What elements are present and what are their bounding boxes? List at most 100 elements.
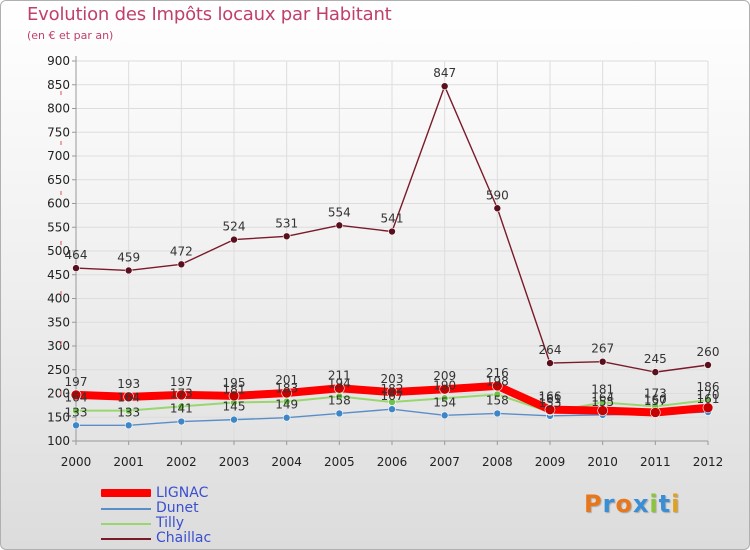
xtick-label-2009: 2009 (535, 455, 566, 469)
data-label-dunet-2010: 155 (591, 395, 614, 409)
xtick-label-2010: 2010 (587, 455, 618, 469)
data-label-chaillac-2005: 554 (328, 205, 351, 219)
point-chaillac-2011 (651, 368, 660, 376)
xtick-label-2002: 2002 (166, 455, 197, 469)
point-chaillac-2004 (282, 232, 291, 241)
legend-swatch-chaillac (101, 538, 151, 540)
point-lignac-2009 (544, 404, 556, 415)
point-chaillac-2001 (124, 266, 133, 275)
data-label-lignac-2006: 203 (381, 372, 404, 386)
data-label-tilly-2011: 173 (644, 386, 667, 400)
legend-item-dunet: Dunet (101, 500, 301, 516)
ytick-label-600: 600 (47, 197, 70, 211)
ytick-label-150: 150 (47, 410, 70, 424)
point-chaillac-2008 (493, 204, 502, 213)
xtick-label-2006: 2006 (377, 455, 408, 469)
point-lignac-2003 (228, 390, 240, 402)
xtick-label-2001: 2001 (113, 455, 144, 469)
data-label-lignac-2012: 170 (697, 388, 720, 402)
legend-swatch-tilly (101, 523, 151, 525)
xtick-label-2000: 2000 (61, 455, 92, 469)
ytick-label-500: 500 (47, 244, 70, 258)
point-dunet-2004 (282, 413, 291, 422)
point-tilly-2006 (388, 398, 396, 406)
data-label-dunet-2008: 158 (486, 393, 509, 407)
point-dunet-2002 (177, 417, 186, 426)
point-lignac-2007 (439, 383, 450, 395)
xtick-label-2003: 2003 (219, 455, 250, 469)
point-dunet-2008 (493, 409, 502, 418)
data-label-chaillac-2004: 531 (275, 216, 298, 230)
point-chaillac-2009 (546, 359, 554, 367)
logo-letter: P (584, 490, 603, 518)
ytick-label-800: 800 (47, 102, 70, 116)
point-tilly-2000 (72, 406, 80, 415)
ytick-label-250: 250 (47, 363, 70, 377)
legend-label-dunet: Dunet (156, 500, 199, 516)
data-label-dunet-2009: 153 (539, 396, 562, 410)
point-lignac-2010 (597, 405, 608, 416)
data-label-chaillac-2003: 524 (223, 220, 246, 234)
data-label-dunet-2004: 149 (275, 398, 298, 412)
logo-letter: t (658, 490, 672, 518)
data-label-chaillac-2002: 472 (170, 244, 193, 258)
point-dunet-2005 (335, 409, 344, 418)
data-label-lignac-2000: 197 (65, 375, 88, 389)
logo-letter: i (671, 490, 681, 518)
legend-swatch-lignac (101, 489, 151, 497)
point-lignac-2008 (492, 380, 503, 392)
point-lignac-2012 (702, 402, 714, 414)
ytick-label-100: 100 (47, 434, 70, 448)
logo-letter: r (602, 490, 616, 518)
legend-label-lignac: LIGNAC (156, 485, 209, 501)
data-label-chaillac-2009: 264 (539, 343, 562, 357)
data-label-tilly-2009: 161 (539, 392, 562, 406)
ytick-label-300: 300 (47, 339, 70, 353)
legend-label-chaillac: Chaillac (156, 530, 212, 546)
xtick-label-2011: 2011 (640, 455, 671, 469)
data-label-lignac-2001: 193 (117, 377, 140, 391)
point-chaillac-2006 (388, 227, 396, 236)
point-chaillac-2000 (72, 264, 80, 272)
ytick-label-200: 200 (47, 387, 70, 401)
data-label-chaillac-2001: 459 (117, 250, 140, 264)
legend-swatch-dunet (101, 508, 151, 510)
ytick-label-400: 400 (47, 292, 70, 306)
data-label-dunet-2003: 145 (223, 400, 246, 414)
ytick-label-700: 700 (47, 149, 70, 163)
data-label-lignac-2005: 211 (328, 368, 351, 382)
data-label-tilly-2004: 183 (275, 382, 298, 396)
ytick-label-750: 750 (47, 125, 70, 139)
data-label-chaillac-2000: 464 (65, 248, 88, 262)
point-lignac-2002 (176, 389, 187, 401)
ytick-label-350: 350 (47, 315, 70, 329)
data-label-dunet-2011: 157 (644, 394, 667, 408)
data-label-dunet-2007: 154 (433, 395, 456, 409)
data-label-dunet-2012: 161 (697, 392, 720, 406)
point-chaillac-2005 (335, 221, 344, 230)
data-label-dunet-2000: 133 (65, 405, 88, 419)
data-label-tilly-2012: 186 (697, 380, 720, 394)
logo-letter: x (632, 490, 650, 518)
legend-item-chaillac: Chaillac (101, 530, 301, 546)
data-label-lignac-2004: 201 (275, 373, 298, 387)
data-label-chaillac-2010: 267 (591, 342, 614, 356)
point-chaillac-2002 (177, 260, 186, 269)
data-label-lignac-2002: 197 (170, 375, 193, 389)
chart-title: Evolution des Impôts locaux par Habitant (27, 4, 392, 25)
point-lignac-2004 (281, 387, 292, 399)
point-dunet-2001 (124, 421, 133, 430)
data-label-dunet-2006: 167 (381, 389, 404, 403)
point-dunet-2007 (440, 411, 449, 420)
point-tilly-2007 (440, 394, 449, 403)
data-label-lignac-2007: 209 (433, 369, 456, 383)
legend-label-tilly: Tilly (156, 515, 185, 531)
point-dunet-2006 (388, 405, 396, 413)
point-dunet-2000 (72, 421, 80, 430)
point-dunet-2003 (230, 415, 238, 424)
point-chaillac-2012 (704, 361, 712, 369)
data-label-chaillac-2012: 260 (697, 345, 720, 359)
legend-item-tilly: Tilly (101, 515, 301, 531)
data-label-dunet-2001: 133 (117, 405, 140, 419)
